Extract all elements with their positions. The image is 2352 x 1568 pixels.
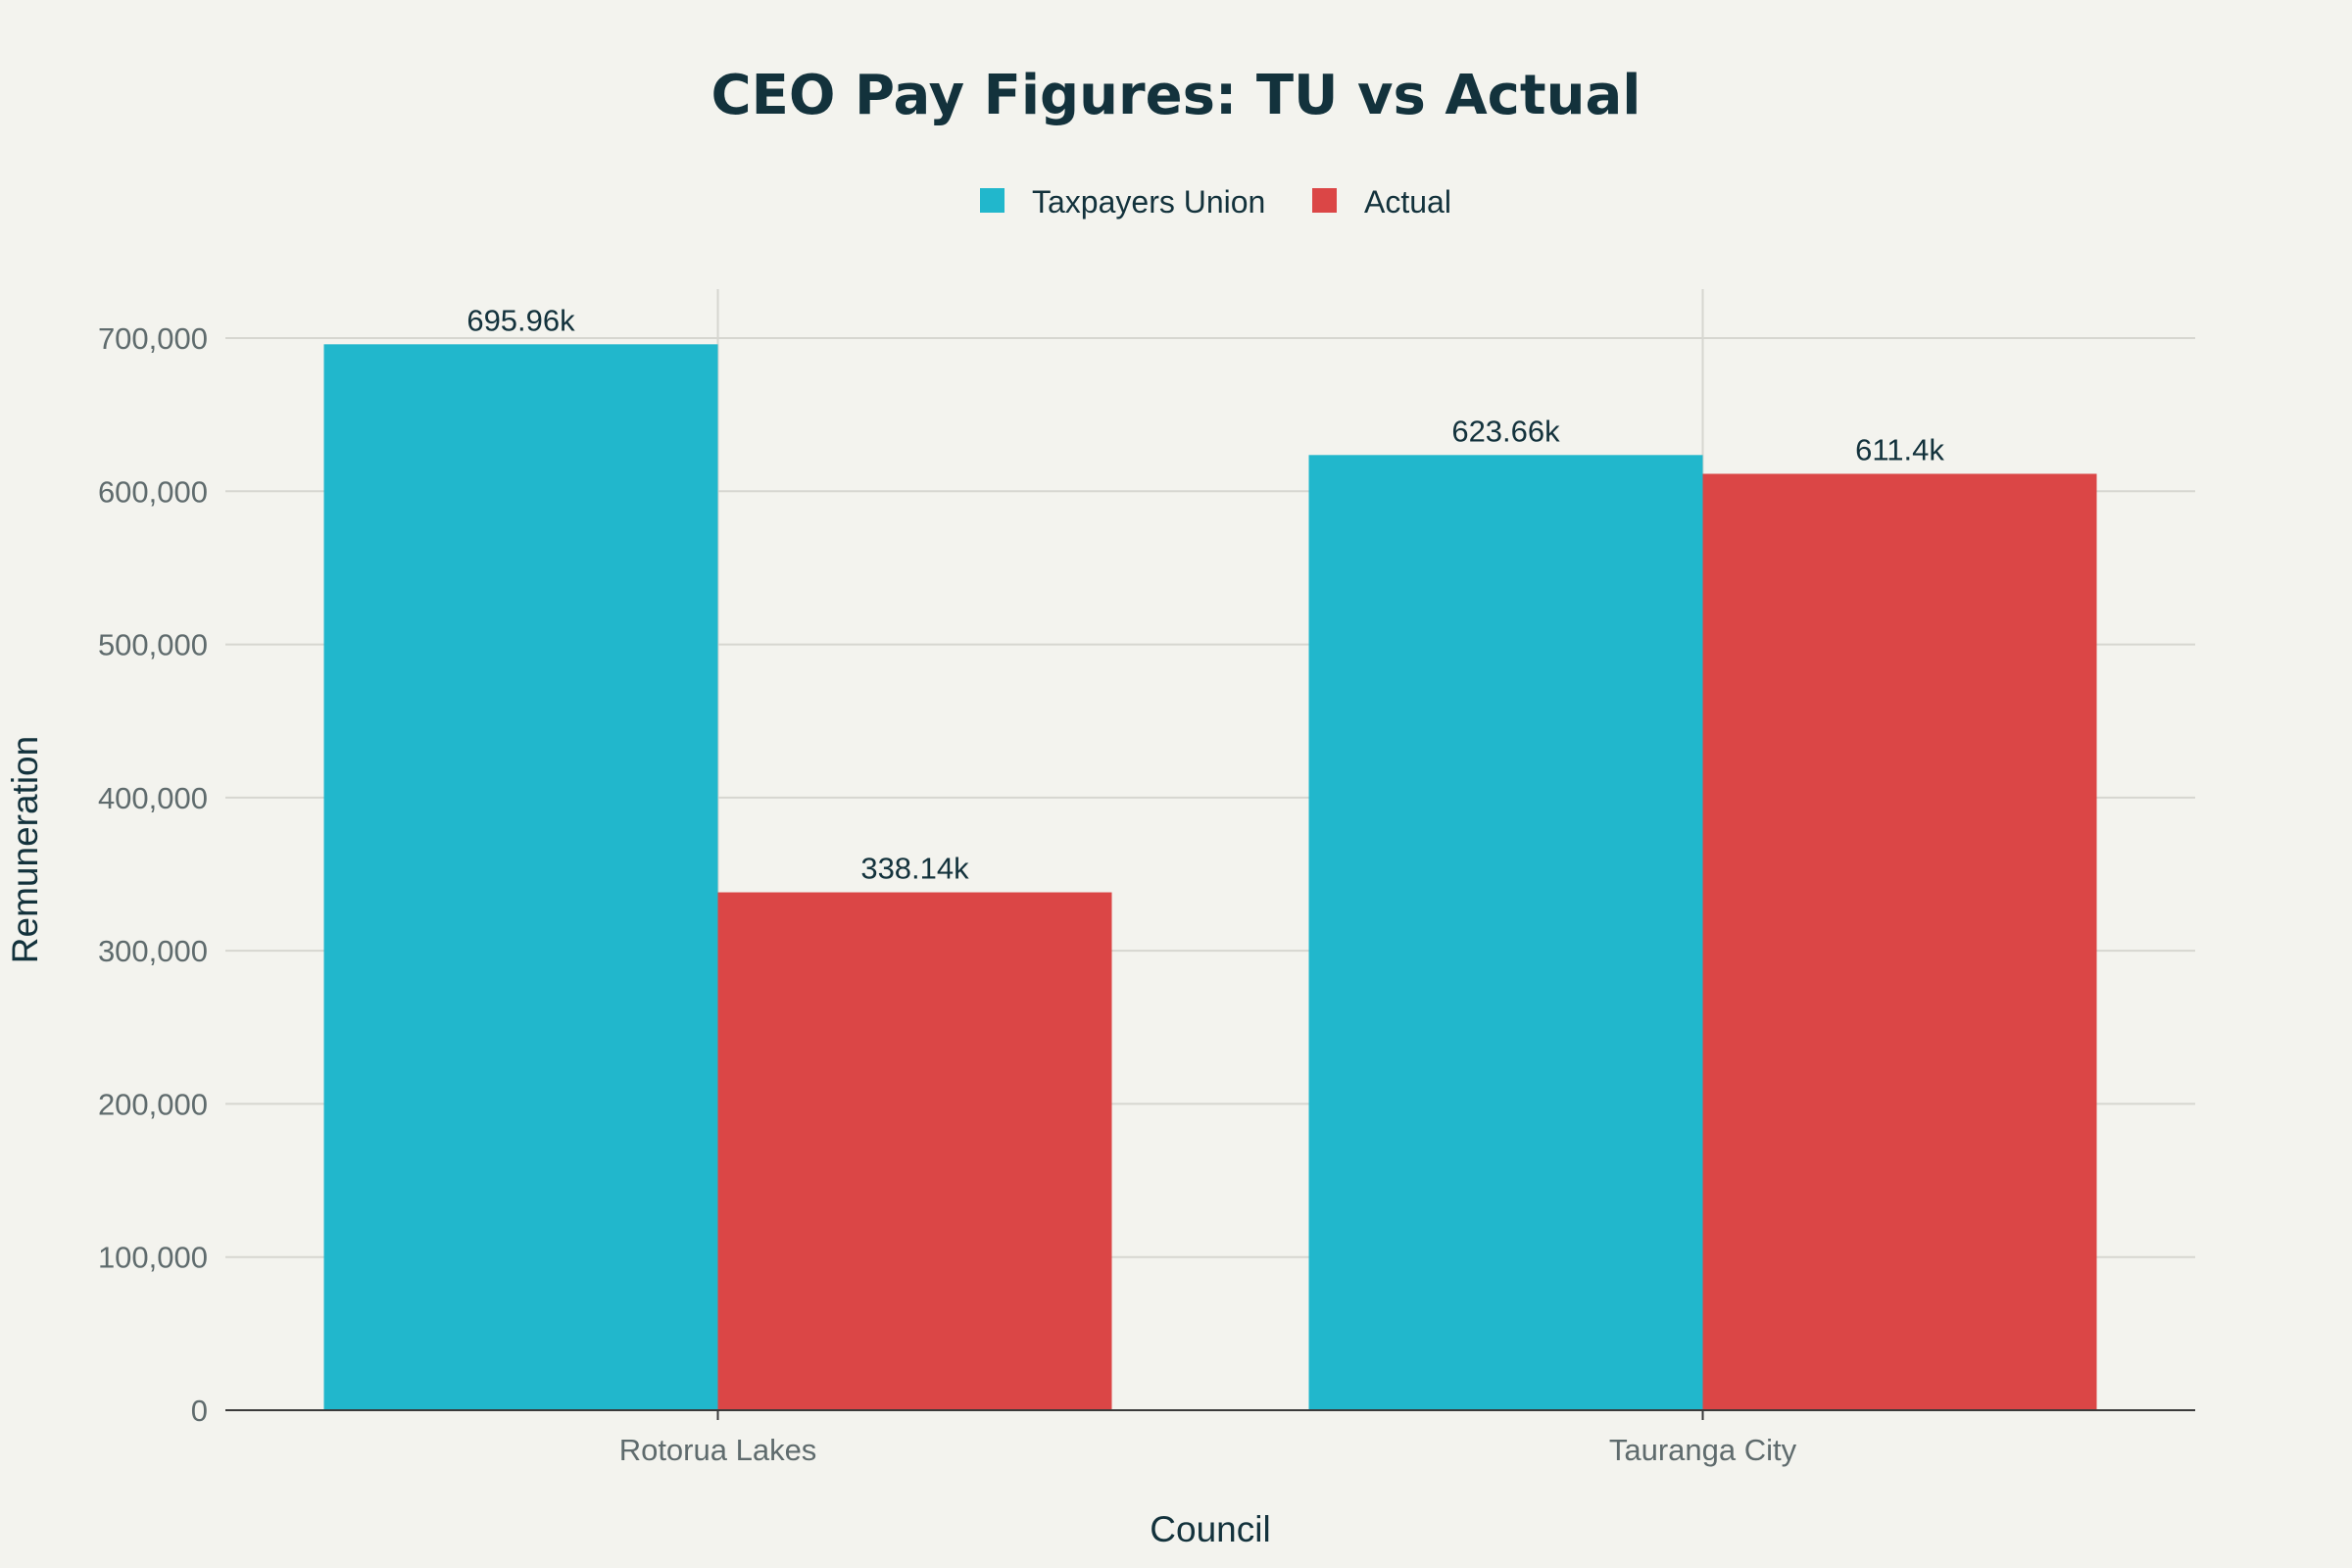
data-label-actual-tauranga-city: 611.4k [1855, 432, 1944, 466]
legend-label-actual: Actual [1364, 184, 1451, 220]
bar-actual-rotorua-lakes [717, 892, 1112, 1410]
y-tick-label: 100,000 [98, 1241, 208, 1275]
x-axis-ticks: Rotorua Lakes Tauranga City [619, 1410, 1797, 1467]
chart-title: CEO Pay Figures: TU vs Actual [711, 64, 1642, 127]
legend-swatch-taxpayers-union [980, 188, 1004, 213]
y-axis-ticks: 0 100,000 200,000 300,000 400,000 500,000 600,… [98, 321, 208, 1428]
y-axis-title: Remuneration [5, 736, 45, 963]
y-tick-label: 700,000 [98, 321, 208, 356]
data-labels: 695.96k 338.14k 623.66k 611.4k [466, 303, 1944, 885]
y-tick-label: 200,000 [98, 1087, 208, 1121]
legend: Taxpayers Union Actual [980, 184, 1451, 220]
legend-swatch-actual [1312, 188, 1337, 213]
y-tick-label: 300,000 [98, 934, 208, 968]
y-tick-label: 400,000 [98, 781, 208, 815]
legend-label-taxpayers-union: Taxpayers Union [1032, 184, 1265, 220]
y-tick-label: 500,000 [98, 628, 208, 662]
bars [323, 344, 2097, 1410]
data-label-taxpayers-union-tauranga-city: 623.66k [1451, 414, 1560, 448]
bar-taxpayers-union-tauranga-city [1308, 455, 1703, 1410]
x-axis-title: Council [1150, 1509, 1270, 1549]
bar-taxpayers-union-rotorua-lakes [323, 344, 718, 1410]
y-tick-label: 0 [191, 1394, 208, 1428]
data-label-taxpayers-union-rotorua-lakes: 695.96k [466, 303, 575, 337]
y-tick-label: 600,000 [98, 474, 208, 509]
data-label-actual-rotorua-lakes: 338.14k [860, 852, 969, 886]
bar-actual-tauranga-city [1702, 473, 2097, 1410]
x-tick-label: Tauranga City [1609, 1433, 1797, 1467]
x-tick-label: Rotorua Lakes [619, 1433, 817, 1467]
